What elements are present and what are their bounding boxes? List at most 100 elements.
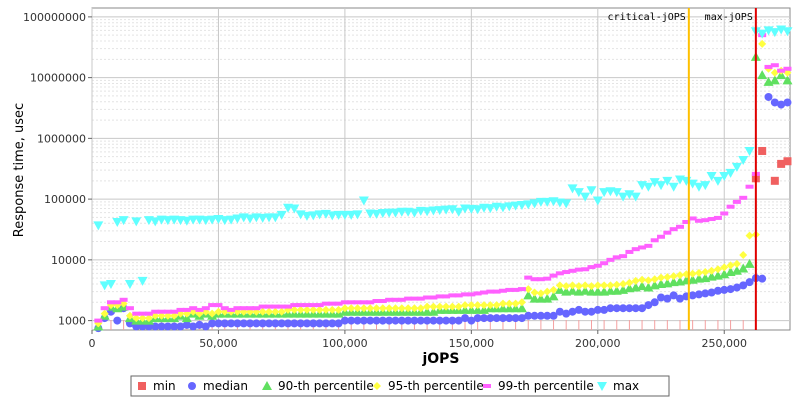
data-point xyxy=(555,281,564,290)
data-point xyxy=(151,309,160,314)
data-point xyxy=(359,316,368,325)
data-point xyxy=(581,267,590,272)
data-point xyxy=(226,215,237,225)
data-point xyxy=(208,309,217,318)
data-point xyxy=(366,300,375,305)
data-point xyxy=(290,303,299,308)
data-point xyxy=(372,299,381,304)
data-point xyxy=(782,27,793,37)
data-point xyxy=(347,300,356,305)
x-tick-label: 150,000 xyxy=(449,337,495,350)
data-point xyxy=(176,307,185,312)
data-point xyxy=(372,304,381,313)
data-point xyxy=(535,293,546,303)
y-tick-label: 100000 xyxy=(44,193,86,206)
data-point xyxy=(195,307,204,312)
data-point xyxy=(783,66,792,71)
data-point xyxy=(99,281,110,291)
data-point xyxy=(258,319,267,328)
data-point xyxy=(423,316,432,325)
data-point xyxy=(118,216,129,226)
data-point xyxy=(517,287,526,292)
data-point xyxy=(568,281,577,290)
data-point xyxy=(758,274,767,283)
data-point xyxy=(701,268,710,277)
x-tick-label: 50,000 xyxy=(199,337,238,350)
data-point xyxy=(524,275,533,280)
data-point xyxy=(422,207,433,217)
data-point xyxy=(663,230,672,235)
data-point xyxy=(758,39,767,48)
data-point xyxy=(516,303,527,313)
data-point xyxy=(524,311,533,320)
data-point xyxy=(353,300,362,305)
data-point xyxy=(573,188,584,198)
data-point xyxy=(429,316,438,325)
data-point xyxy=(548,291,559,301)
x-tick-label: 0 xyxy=(89,337,96,350)
data-point xyxy=(770,63,779,68)
data-point xyxy=(536,289,545,298)
data-point xyxy=(296,305,305,314)
data-point xyxy=(549,311,558,320)
data-point xyxy=(638,304,647,313)
data-point xyxy=(757,29,768,39)
data-point xyxy=(593,281,602,290)
data-point xyxy=(391,297,400,302)
data-point xyxy=(327,211,338,221)
data-point xyxy=(739,251,748,260)
data-point xyxy=(397,316,406,325)
data-point xyxy=(561,199,572,209)
data-point xyxy=(124,280,135,290)
data-point xyxy=(777,100,786,109)
data-point xyxy=(378,304,387,313)
data-point xyxy=(688,216,697,221)
data-point xyxy=(612,280,621,289)
data-point xyxy=(694,268,703,277)
data-point xyxy=(131,217,142,227)
data-point xyxy=(523,290,534,300)
data-point xyxy=(486,314,495,323)
data-point xyxy=(511,314,520,323)
data-point xyxy=(233,306,242,311)
data-point xyxy=(270,213,281,223)
data-point xyxy=(105,280,116,290)
data-point xyxy=(606,281,615,290)
y-axis-title: Response time, usec xyxy=(12,103,27,237)
legend-label: 99-th percentile xyxy=(498,379,594,393)
data-point xyxy=(252,306,261,311)
data-point xyxy=(593,305,602,314)
data-point xyxy=(644,301,653,310)
data-point xyxy=(675,224,684,229)
data-point xyxy=(352,210,363,220)
data-point xyxy=(707,288,716,297)
data-point xyxy=(770,98,779,107)
data-point xyxy=(701,289,710,298)
data-point xyxy=(232,214,243,224)
data-point xyxy=(510,201,521,211)
grid xyxy=(91,8,790,330)
data-point xyxy=(385,316,394,325)
data-point xyxy=(302,305,311,314)
data-point xyxy=(144,311,153,316)
data-point xyxy=(649,178,660,188)
data-point xyxy=(562,270,571,275)
data-point xyxy=(200,216,211,226)
data-point xyxy=(498,288,507,293)
data-point xyxy=(214,307,223,316)
data-point xyxy=(227,319,236,328)
data-point xyxy=(460,304,471,314)
data-point xyxy=(587,282,596,291)
data-point xyxy=(530,288,539,297)
data-point xyxy=(777,68,786,73)
legend-item: 90-th percentile xyxy=(262,379,374,393)
data-point xyxy=(757,70,768,80)
data-point xyxy=(265,307,274,316)
data-point xyxy=(422,306,433,316)
data-point xyxy=(416,296,425,301)
legend-swatch xyxy=(373,382,381,390)
data-point xyxy=(693,182,704,192)
data-point xyxy=(359,304,368,313)
data-point xyxy=(271,307,280,316)
data-point xyxy=(359,300,368,305)
